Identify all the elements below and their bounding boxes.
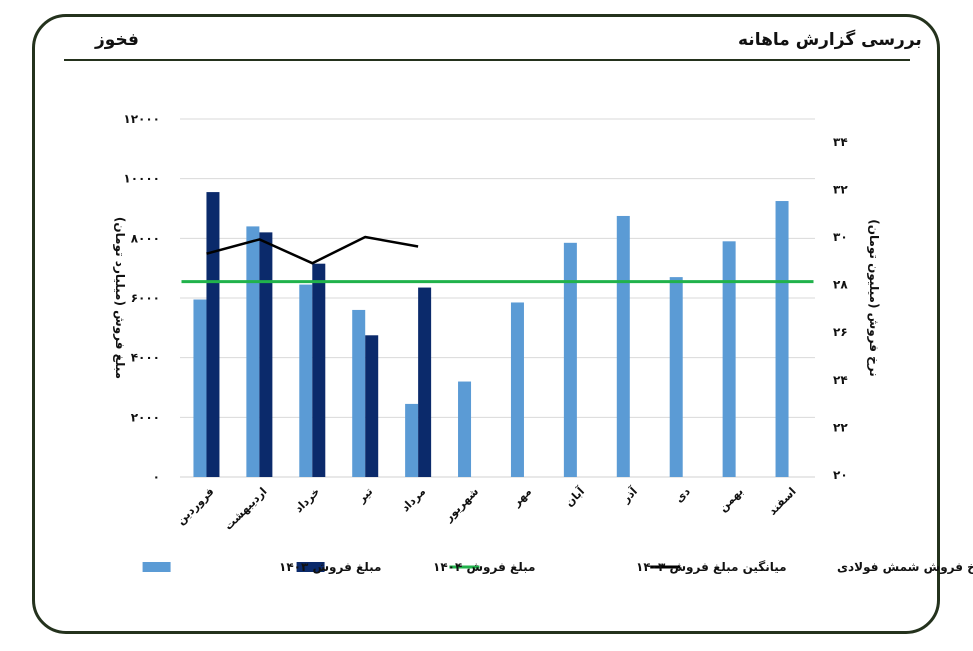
x-tick-label: فروردین <box>174 485 216 527</box>
price-line <box>206 235 419 265</box>
x-tick-label: آذر <box>618 484 640 506</box>
x-tick-label: خرداد <box>292 485 322 515</box>
bar <box>775 201 789 477</box>
y-tick-label-left: ۴۰۰۰ <box>131 351 160 365</box>
x-tick-label: دی <box>673 485 694 506</box>
y-tick-label-left: ۰ <box>153 470 160 484</box>
legend-label: مبلغ فروش ۱۴۰۳ <box>279 560 381 575</box>
y-tick-label-left: ۱۲۰۰۰ <box>123 112 160 126</box>
y-tick-label-right: ۳۴ <box>833 135 848 149</box>
y-axis-label-right: نرخ فروش (میلیون تومان) <box>866 219 881 377</box>
bar <box>312 263 326 477</box>
axis-ticks: ۰ ۲۰۰۰ ۴۰۰۰ ۶۰۰۰ ۸۰۰۰ ۱۰۰۰۰ ۱۲۰۰۰ ۲۰ ۲۲ ۲۴ ۲۶ ۲۸ ۳۰ ۳… <box>123 112 848 533</box>
page-title: بررسی گزارش ماهانه <box>738 30 922 50</box>
bar <box>563 242 577 477</box>
bar <box>616 215 630 478</box>
legend-swatch <box>142 562 171 572</box>
y-tick-label-right: ۳۰ <box>833 230 848 244</box>
legend: نرخ فروش شمش فولادی میانگین مبلغ فروش ۱۴۰… <box>142 560 973 575</box>
legend-label: مبلغ فروش ۱۴۰۴ <box>433 560 535 575</box>
x-tick-label: مرداد <box>399 485 428 514</box>
grid-lines <box>180 118 815 478</box>
bar <box>193 299 207 477</box>
bar <box>259 232 273 477</box>
bar <box>365 335 379 477</box>
x-tick-label: بهمن <box>716 485 745 514</box>
y-tick-label-right: ۲۶ <box>833 325 848 339</box>
bar <box>458 381 472 477</box>
header-divider <box>64 59 910 61</box>
x-tick-label: آبان <box>562 484 587 509</box>
y-tick-label-right: ۳۲ <box>833 182 848 196</box>
legend-label: نرخ فروش شمش فولادی <box>837 560 973 575</box>
y-tick-label-left: ۲۰۰۰ <box>131 410 160 424</box>
legend-label: میانگین مبلغ فروش ۱۴۰۳ <box>636 560 787 575</box>
bar <box>418 287 432 477</box>
ticker-symbol: فخوز <box>95 30 139 50</box>
bar <box>722 241 736 477</box>
y-tick-label-left: ۱۰۰۰۰ <box>123 172 160 186</box>
bar <box>510 302 524 477</box>
y-tick-label-right: ۲۴ <box>833 373 848 387</box>
series-lines <box>181 235 814 284</box>
x-tick-label: شهریور <box>441 485 481 525</box>
bar <box>352 309 366 477</box>
bars <box>193 192 789 478</box>
y-tick-label-left: ۶۰۰۰ <box>131 291 160 305</box>
bar <box>206 192 220 477</box>
bar <box>669 277 683 477</box>
bar <box>405 403 419 477</box>
x-tick-label: مهر <box>509 485 534 510</box>
bar <box>246 226 260 477</box>
x-tick-label: اردیبهشت <box>222 485 270 533</box>
report-frame <box>32 14 940 634</box>
y-tick-label-left: ۸۰۰۰ <box>131 231 160 245</box>
y-axis-label-left: مبلغ فروش (میلیارد تومان) <box>112 217 127 379</box>
y-tick-label-right: ۲۲ <box>833 420 848 434</box>
x-tick-label: اسفند <box>766 485 799 518</box>
y-tick-label-right: ۲۰ <box>833 468 848 482</box>
x-tick-label: تیر <box>354 485 375 506</box>
y-tick-label-right: ۲۸ <box>833 278 848 292</box>
legend-swatch <box>296 562 325 572</box>
bar <box>299 284 313 477</box>
